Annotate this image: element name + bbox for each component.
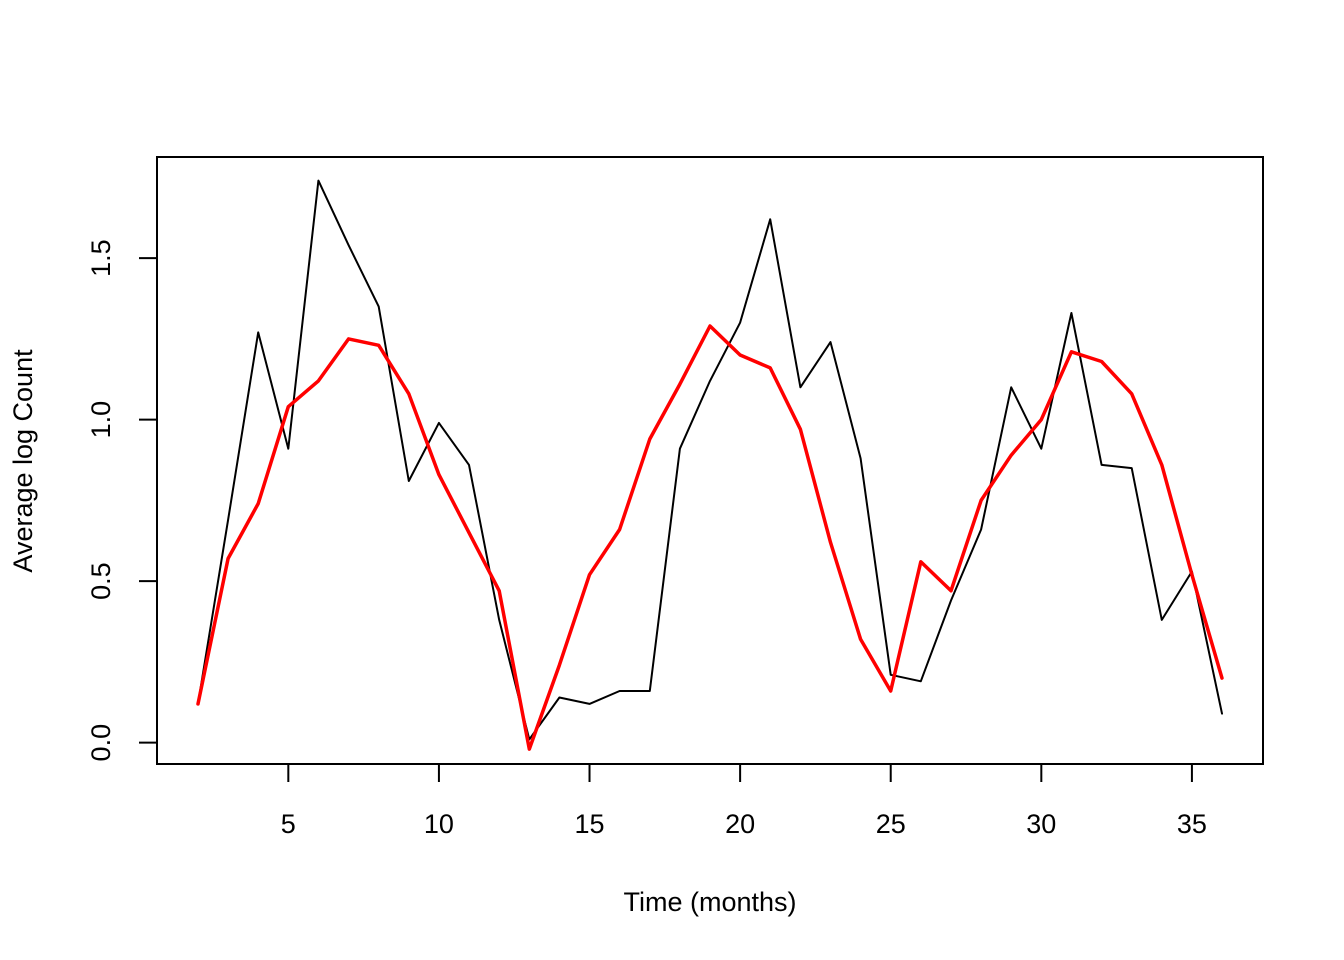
x-tick-label: 5 <box>281 809 296 839</box>
plot-frame-layer <box>156 156 1264 765</box>
x-tick-label: 10 <box>424 809 454 839</box>
y-tick-label: 0.5 <box>86 562 116 600</box>
plot-frame <box>156 156 1264 765</box>
y-tick-label: 1.0 <box>86 401 116 439</box>
x-axis-title: Time (months) <box>623 887 796 917</box>
x-axis: 5 10 15 20 25 30 35 <box>281 763 1207 839</box>
x-tick-label: 30 <box>1026 809 1056 839</box>
series-line-red <box>196 324 1224 751</box>
x-tick-label: 20 <box>725 809 755 839</box>
series-line-black <box>197 179 1223 741</box>
y-tick-label: 1.5 <box>86 239 116 277</box>
x-tick-label: 15 <box>574 809 604 839</box>
x-tick-label: 25 <box>876 809 906 839</box>
y-axis-title: Average log Count <box>8 349 38 573</box>
series-layer <box>196 179 1224 751</box>
y-axis: 0.0 0.5 1.0 1.5 <box>86 239 158 762</box>
x-tick-label: 35 <box>1177 809 1207 839</box>
y-tick-label: 0.0 <box>86 724 116 762</box>
